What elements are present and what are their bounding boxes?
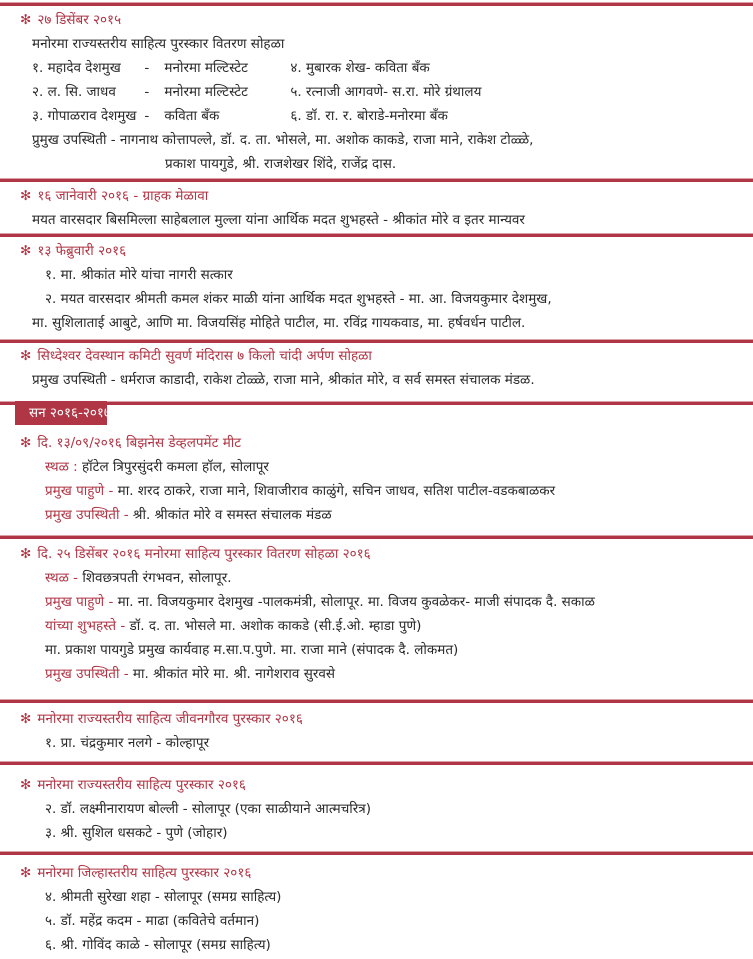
- section-heading: मनोरमा राज्यस्तरीय साहित्य पुरस्कार २०१६: [37, 777, 246, 793]
- detail-value: मा. ना. विजयकुमार देशमुख -पालकमंत्री, सो…: [113, 594, 595, 610]
- section-heading: मनोरमा जिल्हास्तरीय साहित्य पुरस्कार २०१…: [37, 865, 252, 881]
- divider: [0, 178, 753, 182]
- list-item: ६. श्री. गोविंद काळे - सोलापूर (समग्र सा…: [45, 937, 271, 953]
- section-business-meet: ✻ दि. १३/०९/२०१६ बिझनेस डेव्हलपमेंट मीट स…: [0, 431, 753, 527]
- asterisk-icon: ✻: [20, 348, 32, 364]
- section-dec-2015: ✻ २७ डिसेंबर २०१५ मनोरमा राज्यस्तरीय साहि…: [0, 8, 753, 176]
- presence-line: प्रुमुख उपस्थिती - नागनाथ कोत्तापल्ले, ड…: [32, 132, 534, 148]
- body-line: २. मयत वारसदार श्रीमती कमल शंकर माळी यां…: [45, 291, 552, 307]
- presence-line-cont: प्रकाश पायगुडे, श्री. राजशेखर शिंदे, राज…: [165, 156, 397, 172]
- award-org: मनोरमा मल्टिस्टेट: [164, 84, 248, 100]
- detail-row: प्रमुख पाहुणे - मा. शरद ठाकरे, राजा माने…: [0, 479, 753, 503]
- section-state-award: ✻ मनोरमा राज्यस्तरीय साहित्य पुरस्कार २०१…: [0, 773, 753, 845]
- detail-row: यांच्या शुभहस्ते - डॉ. द. ता. भोसले मा. …: [0, 614, 753, 638]
- body-line: प्रमुख उपस्थिती - धर्मराज काडादी, राकेश …: [32, 372, 535, 388]
- asterisk-icon: ✻: [20, 546, 32, 562]
- separator: -: [144, 84, 150, 100]
- section-heading: १६ जानेवारी २०१६ - ग्राहक मेळावा: [37, 188, 209, 204]
- detail-label: प्रमुख पाहुणे -: [45, 483, 114, 499]
- detail-value: शिवछत्रपती रंगभवन, सोलापूर.: [78, 570, 232, 586]
- body-line: मा. सुशिलाताई आबुटे, आणि मा. विजयसिंह मो…: [32, 315, 526, 331]
- awardee: २. ल. सि. जाधव: [32, 84, 116, 100]
- detail-row: प्रमुख उपस्थिती - श्री. श्रीकांत मोरे व …: [0, 503, 753, 527]
- list-item: ५. डॉ. महेंद्र कदम - माढा (कवितेचे वर्तम…: [45, 913, 260, 929]
- awardee: ६. डॉ. रा. र. बोराडे-मनोरमा बँक: [290, 108, 448, 124]
- detail-label: प्रमुख पाहुणे -: [45, 594, 114, 610]
- detail-value: हॉटेल त्रिपुरसुंदरी कमला हॉल, सोलापूर: [77, 459, 269, 475]
- asterisk-icon: ✻: [20, 243, 32, 259]
- detail-label: प्रमुख उपस्थिती -: [45, 666, 129, 682]
- divider: [0, 851, 753, 855]
- divider: [0, 233, 753, 237]
- divider: [0, 2, 753, 6]
- asterisk-icon: ✻: [20, 777, 32, 793]
- separator: -: [144, 60, 150, 76]
- detail-value: श्री. श्रीकांत मोरे व समस्त संचालक मंडळ: [128, 507, 332, 523]
- section-heading: मनोरमा राज्यस्तरीय साहित्य जीवनगौरव पुरस…: [37, 711, 303, 727]
- asterisk-icon: ✻: [20, 711, 32, 727]
- detail-value: मा. शरद ठाकरे, राजा माने, शिवाजीराव काळु…: [113, 483, 556, 499]
- section-heading: १३ फेब्रुवारी २०१६: [37, 243, 127, 259]
- event-title: मनोरमा राज्यस्तरीय साहित्य पुरस्कार वितर…: [32, 36, 285, 52]
- detail-row: मा. प्रकाश पायगुडे प्रमुख कार्यवाह म.सा.…: [0, 638, 753, 662]
- awardee: १. महादेव देशमुख: [32, 60, 121, 76]
- divider: [0, 401, 753, 405]
- detail-row: प्रमुख उपस्थिती - मा. श्रीकांत मोरे मा. …: [0, 662, 753, 686]
- detail-row: स्थळ - शिवछत्रपती रंगभवन, सोलापूर.: [0, 566, 753, 590]
- section-heading: २७ डिसेंबर २०१५: [37, 12, 122, 28]
- list-item: २. डॉ. लक्ष्मीनारायण बोल्ली - सोलापूर (ए…: [45, 801, 372, 817]
- section-jan-2016: ✻ १६ जानेवारी २०१६ - ग्राहक मेळावा मयत वा…: [0, 184, 753, 232]
- divider: [0, 535, 753, 539]
- detail-label: प्रमुख उपस्थिती -: [45, 507, 129, 523]
- section-feb-2016: ✻ १३ फेब्रुवारी २०१६ १. मा. श्रीकांत मोरे…: [0, 239, 753, 335]
- list-item: १. प्रा. चंद्रकुमार नलगे - कोल्हापूर: [45, 735, 210, 751]
- year-tab: सन २०१६-२०१७: [15, 401, 111, 425]
- asterisk-icon: ✻: [20, 435, 32, 451]
- section-district-award: ✻ मनोरमा जिल्हास्तरीय साहित्य पुरस्कार २०…: [0, 861, 753, 957]
- detail-value: डॉ. द. ता. भोसले मा. अशोक काकडे (सी.ई.ओ.…: [125, 618, 422, 634]
- section-heading: दि. १३/०९/२०१६ बिझनेस डेव्हलपमेंट मीट: [37, 435, 242, 451]
- body-line: १. मा. श्रीकांत मोरे यांचा नागरी सत्कार: [45, 267, 233, 283]
- section-heading: सिध्देश्वर देवस्थान कमिटी सुवर्ण मंदिरास…: [37, 348, 372, 364]
- detail-label: स्थळ -: [45, 570, 79, 586]
- detail-row: प्रमुख पाहुणे - मा. ना. विजयकुमार देशमुख…: [0, 590, 753, 614]
- detail-value: मा. श्रीकांत मोरे मा. श्री. नागेशराव सुर…: [128, 666, 336, 682]
- divider: [0, 699, 753, 703]
- detail-label: यांच्या शुभहस्ते -: [45, 618, 126, 634]
- detail-label: स्थळ :: [45, 459, 78, 475]
- award-org: मनोरमा मल्टिस्टेट: [164, 60, 248, 76]
- list-item: ४. श्रीमती सुरेखा शहा - सोलापूर (समग्र स…: [45, 889, 282, 905]
- detail-value: मा. प्रकाश पायगुडे प्रमुख कार्यवाह म.सा.…: [45, 642, 459, 658]
- award-org: कविता बँक: [164, 108, 220, 124]
- awardee: ४. मुबारक शेख- कविता बँक: [290, 60, 430, 76]
- divider: [0, 761, 753, 765]
- divider: [0, 339, 753, 343]
- section-heading: दि. २५ डिसेंबर २०१६ मनोरमा साहित्य पुरस्…: [37, 546, 371, 562]
- body-line: मयत वारसदार बिसमिल्ला साहेबलाल मुल्ला या…: [32, 212, 525, 228]
- asterisk-icon: ✻: [20, 865, 32, 881]
- section-siddheshwar: ✻ सिध्देश्वर देवस्थान कमिटी सुवर्ण मंदिरा…: [0, 344, 753, 392]
- list-item: ३. श्री. सुशिल धसकटे - पुणे (जोहार): [45, 825, 228, 841]
- awardee: ५. रत्नाजी आगवणे- स.रा. मोरे ग्रंथालय: [290, 84, 482, 100]
- separator: -: [144, 108, 150, 124]
- section-lifetime-award: ✻ मनोरमा राज्यस्तरीय साहित्य जीवनगौरव पुर…: [0, 707, 753, 755]
- awardee: ३. गोपाळराव देशमुख: [32, 108, 137, 124]
- detail-row: स्थळ : हॉटेल त्रिपुरसुंदरी कमला हॉल, सोल…: [0, 455, 753, 479]
- asterisk-icon: ✻: [20, 12, 32, 28]
- asterisk-icon: ✻: [20, 188, 32, 204]
- award-table: १. महादेव देशमुख - मनोरमा मल्टिस्टेट ४. मुब…: [0, 56, 753, 128]
- section-dec-2016: ✻ दि. २५ डिसेंबर २०१६ मनोरमा साहित्य पुरस…: [0, 542, 753, 686]
